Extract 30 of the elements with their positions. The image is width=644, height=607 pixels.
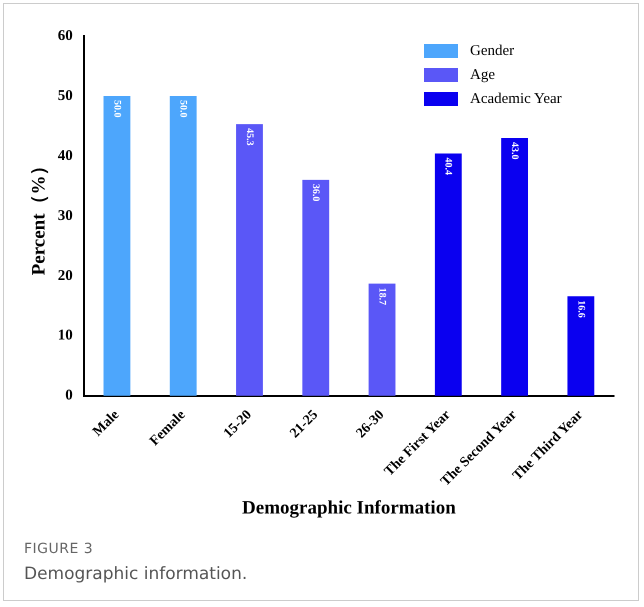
legend-label: Age [470,66,496,83]
data-label: 50.0 [178,100,189,118]
bar [302,180,330,396]
bar [501,138,528,396]
bar [236,124,263,396]
data-label: 43.0 [509,142,520,160]
data-label: 36.0 [310,184,322,202]
data-label: 40.4 [442,158,454,176]
text: Demographic information. [24,564,248,584]
data-label: 18.7 [376,288,388,306]
y-tick-label: 50 [58,88,73,104]
y-tick-label: 10 [58,328,73,344]
y-tick-label: 0 [65,388,73,404]
bar [170,96,197,396]
legend-label: Gender [470,42,514,59]
y-tick-label: 30 [58,208,73,224]
legend-label: Academic Year [470,90,562,107]
bar [434,154,462,396]
y-tick-label: 40 [58,148,73,164]
bar [368,284,396,396]
data-label: 45.3 [244,128,255,146]
y-tick-label: 20 [58,268,73,284]
caption: FIGURE 3 [24,541,94,557]
bar [104,96,130,396]
y-tick-label: 60 [58,28,73,44]
bar [567,296,594,396]
data-label: 16.6 [575,300,586,318]
data-label: 50.0 [111,100,122,118]
x-axis-title: Demographic Information [242,498,456,519]
y-axis-title: Percent（%） [28,156,50,276]
